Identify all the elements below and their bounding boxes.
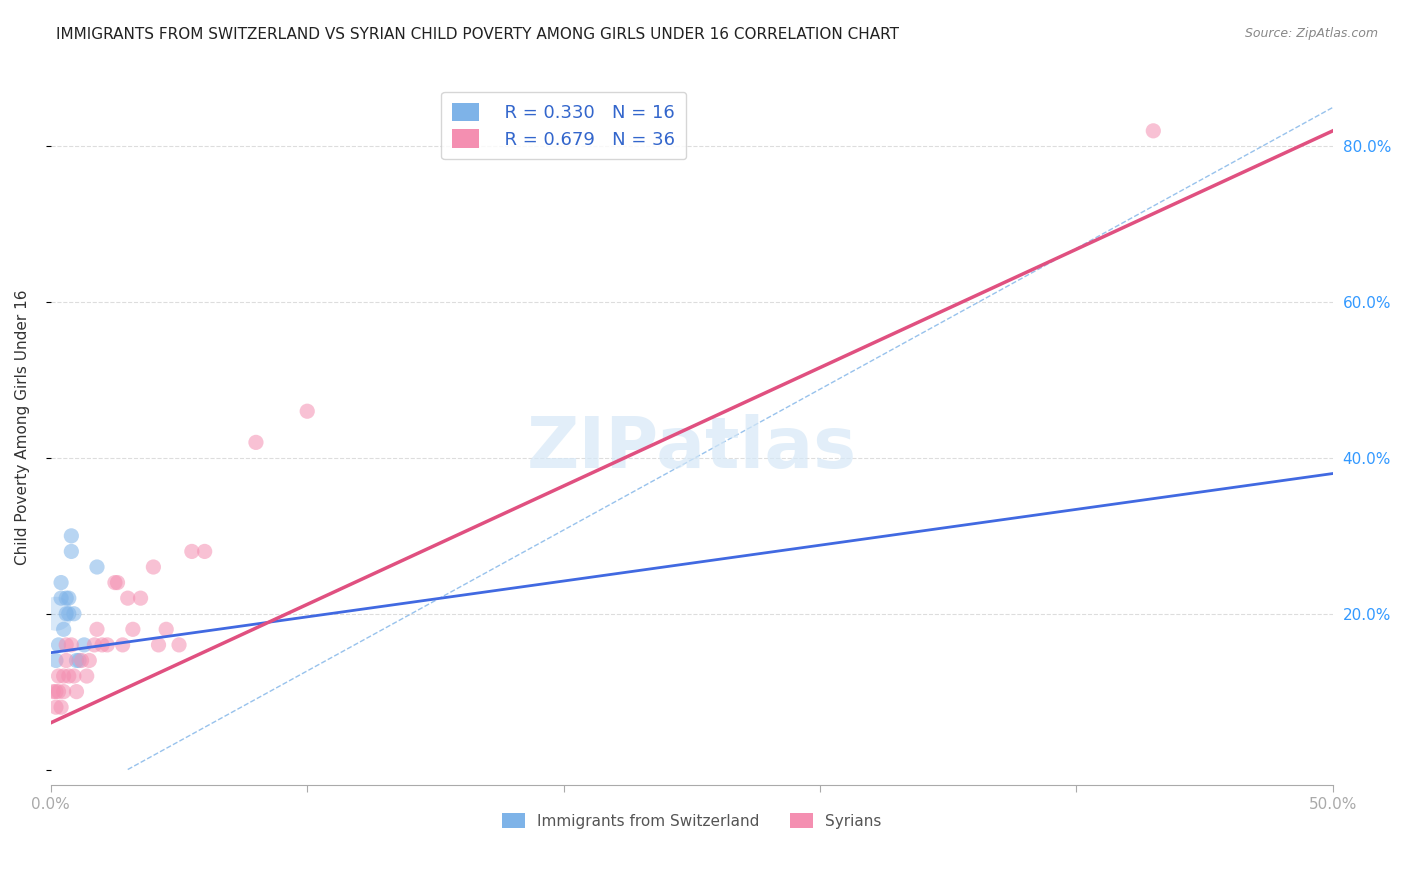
Point [245,435,267,450]
Point [73,638,96,652]
Point [65,653,87,667]
Point [55,638,77,652]
Point [96,638,118,652]
Point [49,591,72,606]
Point [111,638,134,652]
Point [122,623,145,637]
Point [155,623,177,637]
Point [52,623,75,637]
Point [65,684,87,698]
Point [49,700,72,714]
Point [83,638,105,652]
Point [60,529,83,543]
Point [148,638,170,652]
Point [91,638,114,652]
Point [49,575,72,590]
Point [107,575,129,590]
Point [55,653,77,667]
Point [117,591,139,606]
Point [67,653,90,667]
Point [86,560,108,574]
Point [194,544,217,558]
Point [180,544,202,558]
Point [45,653,67,667]
Point [63,607,86,621]
Point [58,669,80,683]
Point [55,591,77,606]
Point [48,669,70,683]
Point [60,638,83,652]
Point [129,591,152,606]
Point [76,669,98,683]
Point [79,653,101,667]
Point [48,684,70,698]
Point [63,669,86,683]
Text: IMMIGRANTS FROM SWITZERLAND VS SYRIAN CHILD POVERTY AMONG GIRLS UNDER 16 CORRELA: IMMIGRANTS FROM SWITZERLAND VS SYRIAN CH… [56,27,900,42]
Point [58,607,80,621]
Point [42,684,65,698]
Point [45,700,67,714]
Point [48,638,70,652]
Text: Source: ZipAtlas.com: Source: ZipAtlas.com [1244,27,1378,40]
Point [52,669,75,683]
Y-axis label: Child Poverty Among Girls Under 16: Child Poverty Among Girls Under 16 [15,289,30,565]
Point [86,623,108,637]
Point [52,684,75,698]
Point [45,607,67,621]
Point [1142,124,1164,138]
Point [167,638,190,652]
Point [58,591,80,606]
Point [55,607,77,621]
Legend: Immigrants from Switzerland, Syrians: Immigrants from Switzerland, Syrians [496,806,887,835]
Point [104,575,127,590]
Point [60,544,83,558]
Point [70,653,93,667]
Text: ZIPatlas: ZIPatlas [527,414,856,483]
Point [142,560,165,574]
Point [45,684,67,698]
Point [297,404,319,418]
